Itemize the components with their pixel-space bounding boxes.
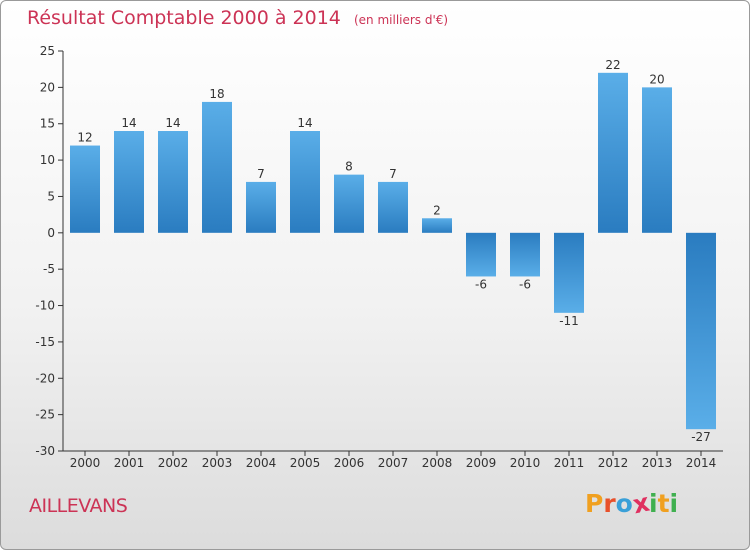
logo-letter: t xyxy=(657,489,670,518)
logo-letter: i xyxy=(649,489,658,518)
x-tick-label: 2010 xyxy=(510,456,541,470)
y-tick-label: -30 xyxy=(35,444,55,458)
y-tick-label: 15 xyxy=(40,117,55,131)
logo-letter: o xyxy=(615,489,633,518)
bar xyxy=(334,174,364,233)
data-label: 22 xyxy=(605,58,620,72)
bar xyxy=(422,218,452,233)
bar xyxy=(466,232,496,277)
data-label: -11 xyxy=(559,314,579,328)
x-tick-label: 2005 xyxy=(290,456,321,470)
x-tick-label: 2002 xyxy=(158,456,189,470)
bar xyxy=(246,181,276,233)
data-label: 14 xyxy=(165,116,180,130)
data-labels: 12 14 14 18 7 14 8 7 2 -6 -6 -11 22 20 -27 xyxy=(77,58,710,444)
chart-title: Résultat Comptable 2000 à 2014 xyxy=(27,7,341,29)
data-label: -6 xyxy=(519,277,531,291)
y-tick-label: -15 xyxy=(35,335,55,349)
y-tick-label: -10 xyxy=(35,299,55,313)
y-tick-label: 5 xyxy=(47,189,55,203)
axes: 25 20 15 10 5 0 -5 -10 -15 -20 -25 -30 2000 2001 2002 2… xyxy=(35,44,723,470)
y-tick-label: 0 xyxy=(47,226,55,240)
commune-name: AILLEVANS xyxy=(29,495,128,517)
y-tick-label: -5 xyxy=(43,262,55,276)
y-tick-label: -20 xyxy=(35,371,55,385)
logo-letter: i xyxy=(669,489,679,518)
bar xyxy=(642,87,672,233)
logo-letter: P xyxy=(585,489,604,518)
bar xyxy=(158,131,188,233)
x-tick-label: 2003 xyxy=(202,456,233,470)
data-label: 8 xyxy=(345,160,353,174)
x-tick-label: 2011 xyxy=(554,456,585,470)
logo-letter: r xyxy=(603,489,616,518)
bar xyxy=(686,232,716,430)
y-tick-label: 20 xyxy=(40,80,55,94)
bar xyxy=(598,72,628,233)
data-label: 14 xyxy=(121,116,136,130)
data-label: 2 xyxy=(433,203,441,217)
x-tick-label: 2014 xyxy=(686,456,717,470)
x-tick-label: 2012 xyxy=(598,456,629,470)
bar xyxy=(554,232,584,313)
x-tick-label: 2008 xyxy=(422,456,453,470)
y-tick-label: 25 xyxy=(40,44,55,58)
data-label: 7 xyxy=(389,167,397,181)
x-tick-label: 2007 xyxy=(378,456,409,470)
title-row: Résultat Comptable 2000 à 2014 (en milli… xyxy=(27,7,448,29)
bar xyxy=(114,131,144,233)
x-tick-label: 2000 xyxy=(70,456,101,470)
bar xyxy=(202,101,232,233)
bar xyxy=(378,181,408,233)
bar xyxy=(510,232,540,277)
chart-subtitle: (en milliers d'€) xyxy=(353,13,449,27)
bar xyxy=(70,145,100,233)
x-tick-label: 2009 xyxy=(466,456,497,470)
proxiti-logo: Proxiti xyxy=(585,488,679,520)
y-tick-label: -25 xyxy=(35,408,55,422)
x-tick-label: 2001 xyxy=(114,456,145,470)
x-tick-label: 2006 xyxy=(334,456,365,470)
bars xyxy=(70,72,716,430)
data-label: 20 xyxy=(649,72,664,86)
data-label: 14 xyxy=(297,116,312,130)
y-tick-label: 10 xyxy=(40,153,55,167)
data-label: 12 xyxy=(77,131,92,145)
x-tick-label: 2004 xyxy=(246,456,277,470)
data-label: 7 xyxy=(257,167,265,181)
data-label: -6 xyxy=(475,277,487,291)
data-label: -27 xyxy=(691,430,711,444)
data-label: 18 xyxy=(209,87,224,101)
x-tick-label: 2013 xyxy=(642,456,673,470)
bar xyxy=(290,131,320,233)
